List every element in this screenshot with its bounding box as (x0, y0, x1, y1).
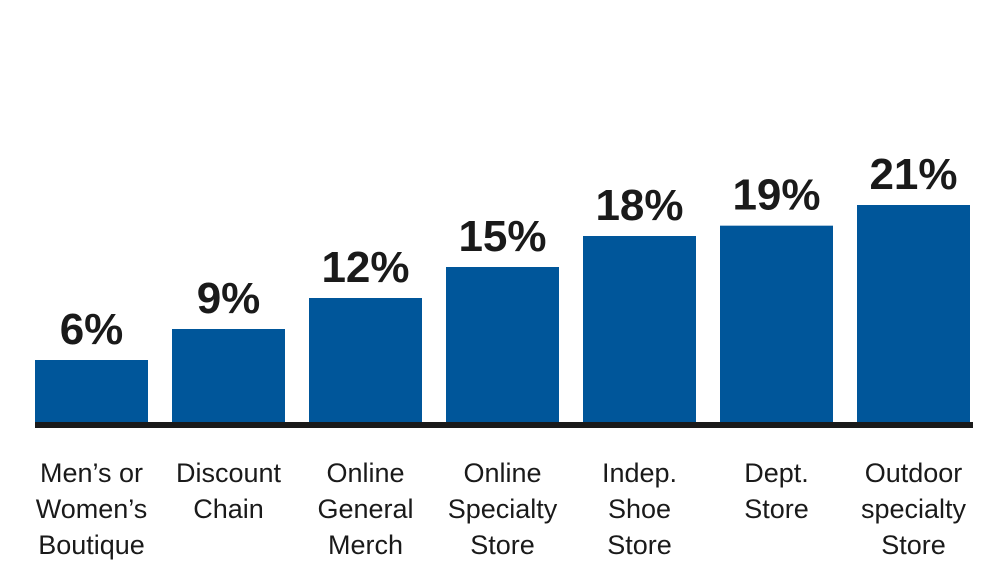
category-label-1: Men’s or Women’s Boutique (36, 458, 148, 560)
bar-3 (309, 298, 422, 422)
category-label-line: Store (470, 530, 535, 560)
category-label-line: Online (463, 458, 541, 488)
category-label-line: Store (607, 530, 672, 560)
category-label-line: Boutique (38, 530, 145, 560)
value-label-4: 15% (458, 212, 546, 261)
category-label-line: Women’s (36, 494, 148, 524)
category-label-7: Outdoor specialty Store (861, 458, 967, 560)
value-label-2: 9% (197, 274, 261, 323)
category-label-line: Merch (328, 530, 403, 560)
category-label-line: General (317, 494, 413, 524)
category-label-line: Store (881, 530, 946, 560)
category-label-line: Shoe (608, 494, 671, 524)
category-label-6: Dept. Store (744, 458, 809, 524)
category-label-line: Specialty (448, 494, 558, 524)
bar-6 (720, 225, 833, 422)
bar-1 (35, 360, 148, 422)
value-label-3: 12% (321, 243, 409, 292)
category-label-line: Chain (193, 494, 264, 524)
category-label-line: Men’s or (40, 458, 143, 488)
bar-4 (446, 267, 559, 422)
category-label-3: Online General Merch (317, 458, 413, 560)
category-label-line: Indep. (602, 458, 677, 488)
bar-7 (857, 205, 970, 422)
category-labels-group: Men’s or Women’s Boutique Discount Chain Onli… (36, 458, 967, 560)
value-label-1: 6% (60, 305, 124, 354)
value-label-5: 18% (595, 181, 683, 230)
category-label-line: Store (744, 494, 809, 524)
category-label-2: Discount Chain (176, 458, 282, 524)
value-label-7: 21% (869, 150, 957, 199)
category-label-line: specialty (861, 494, 967, 524)
bar-2 (172, 329, 285, 422)
category-label-4: Online Specialty Store (448, 458, 558, 560)
category-label-5: Indep. Shoe Store (602, 458, 677, 560)
bar-5 (583, 236, 696, 422)
category-label-line: Outdoor (865, 458, 963, 488)
bars-group (35, 205, 970, 422)
category-label-line: Discount (176, 458, 282, 488)
category-label-line: Online (326, 458, 404, 488)
category-label-line: Dept. (744, 458, 809, 488)
value-label-6: 19% (732, 171, 820, 220)
value-labels-group: 6% 9% 12% 15% 18% 19% 21% (60, 150, 958, 354)
